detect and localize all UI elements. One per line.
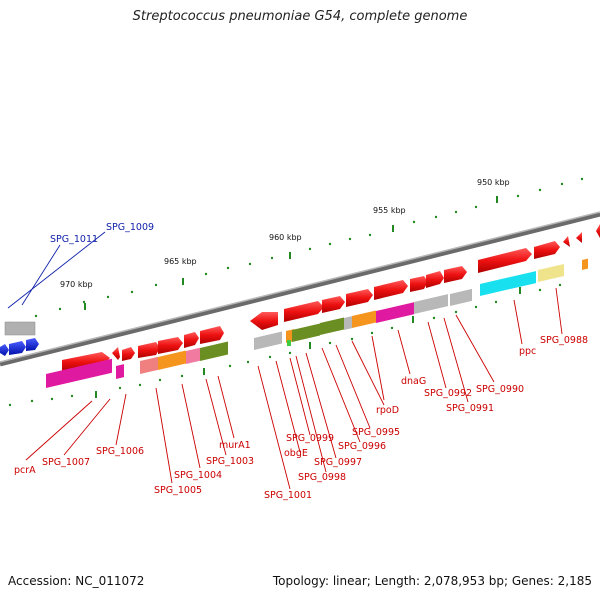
gene-label-spg-0996[interactable]: SPG_0996 xyxy=(338,441,386,452)
gene-arrow[interactable] xyxy=(534,241,560,259)
gene-arrow[interactable] xyxy=(563,236,570,247)
gene-arrow[interactable] xyxy=(410,276,428,292)
gene-label-spg-1006[interactable]: SPG_1006 xyxy=(96,446,144,457)
gene-arrow[interactable] xyxy=(284,301,324,322)
genome-summary-text: Topology: linear; Length: 2,078,953 bp; … xyxy=(272,574,592,588)
gene-label-spg-1003[interactable]: SPG_1003 xyxy=(206,456,254,467)
gene-arrow-blue[interactable] xyxy=(26,338,39,351)
gene-label-spg-0990[interactable]: SPG_0990 xyxy=(476,384,524,395)
annotation-box-olive[interactable] xyxy=(320,317,344,335)
gene-arrow[interactable] xyxy=(426,271,444,288)
map-title: Streptococcus pneumoniae G54, complete g… xyxy=(132,9,468,24)
annotation-box-grey[interactable] xyxy=(254,331,282,350)
gene-arrow[interactable] xyxy=(122,347,135,361)
annotation-box-grey[interactable] xyxy=(414,294,448,314)
annotation-box-cyan[interactable] xyxy=(480,271,536,297)
ruler-inner xyxy=(8,283,562,407)
gene-arrow[interactable] xyxy=(62,352,110,372)
gene-arrow[interactable] xyxy=(596,224,600,238)
gene-label-spg-0988[interactable]: SPG_0988 xyxy=(540,335,588,346)
gene-label-spg-0991[interactable]: SPG_0991 xyxy=(446,403,494,414)
annotation-box-olive[interactable] xyxy=(292,323,320,343)
gene-arrow[interactable] xyxy=(444,266,467,283)
annotation-box-grey[interactable] xyxy=(450,288,472,306)
gene-arrow[interactable] xyxy=(158,337,183,354)
annotation-box-magenta[interactable] xyxy=(376,302,414,323)
gene-label-rpod[interactable]: rpoD xyxy=(376,405,399,416)
annotation-box-salmon[interactable] xyxy=(140,356,158,374)
red-gene-group xyxy=(62,224,600,372)
gene-label-spg-1011[interactable]: SPG_1011 xyxy=(50,234,98,245)
gene-arrow[interactable] xyxy=(184,332,199,348)
annotation-box-grey[interactable] xyxy=(344,316,352,330)
annotation-box-orange[interactable] xyxy=(158,350,186,370)
gene-arrow[interactable] xyxy=(200,326,224,344)
annotation-box-orange[interactable] xyxy=(352,310,376,328)
gene-arrow[interactable] xyxy=(478,248,532,273)
gene-label-spg-0992[interactable]: SPG_0992 xyxy=(424,388,472,399)
gene-label-group: SPG_1009 SPG_1011 pcrA SPG_1007 SPG_1006… xyxy=(14,222,588,501)
gene-arrow[interactable] xyxy=(322,296,345,313)
ruler-label-970: 970 kbp xyxy=(60,280,93,289)
gene-arrow[interactable] xyxy=(346,289,373,307)
annotation-boxes xyxy=(46,258,588,388)
annotation-box-magenta[interactable] xyxy=(46,358,112,388)
gene-arrow-blue[interactable] xyxy=(0,344,9,356)
gene-label-spg-0999[interactable]: SPG_0999 xyxy=(286,433,334,444)
accession-text: Accession: NC_011072 xyxy=(8,574,145,588)
gene-label-spg-1009[interactable]: SPG_1009 xyxy=(106,222,154,233)
gene-box-grey[interactable] xyxy=(4,321,36,336)
gene-label-spg-1001[interactable]: SPG_1001 xyxy=(264,490,312,501)
gene-label-spg-1005[interactable]: SPG_1005 xyxy=(154,485,202,496)
gene-label-spg-0997[interactable]: SPG_0997 xyxy=(314,457,362,468)
gene-arrow[interactable] xyxy=(250,312,278,330)
gene-label-ppc[interactable]: ppc xyxy=(519,346,536,357)
gene-arrow-blue[interactable] xyxy=(9,341,26,355)
gene-label-spg-0998[interactable]: SPG_0998 xyxy=(298,472,346,483)
annotation-box-green[interactable] xyxy=(287,340,291,346)
ruler-label-950: 950 kbp xyxy=(477,178,510,187)
ruler-label-965: 965 kbp xyxy=(164,257,197,266)
annotation-box-khaki[interactable] xyxy=(538,263,564,282)
ruler-label-960: 960 kbp xyxy=(269,233,302,242)
gene-arrow[interactable] xyxy=(374,280,408,300)
gene-label-spg-0995[interactable]: SPG_0995 xyxy=(352,427,400,438)
genome-backbone xyxy=(0,211,600,367)
leader-lines xyxy=(7,231,563,490)
gene-label-spg-1007[interactable]: SPG_1007 xyxy=(42,457,90,468)
annotation-box-olive[interactable] xyxy=(200,341,228,362)
annotation-box-pink[interactable] xyxy=(186,347,200,364)
gene-arrow[interactable] xyxy=(576,232,582,243)
gene-label-dnag[interactable]: dnaG xyxy=(401,376,426,387)
blue-gene-group xyxy=(0,321,39,356)
ruler-label-955: 955 kbp xyxy=(373,206,406,215)
annotation-box-orange[interactable] xyxy=(582,258,588,270)
gene-label-pcra[interactable]: pcrA xyxy=(14,465,36,476)
gene-label-obge[interactable]: obgE xyxy=(284,448,308,459)
genome-backbone-highlight xyxy=(0,211,600,363)
gene-label-mura1[interactable]: murA1 xyxy=(219,440,251,451)
gene-arrow[interactable] xyxy=(112,347,120,360)
annotation-box-magenta[interactable] xyxy=(116,364,124,379)
gene-arrow[interactable] xyxy=(138,342,160,358)
gene-label-spg-1004[interactable]: SPG_1004 xyxy=(174,470,222,481)
